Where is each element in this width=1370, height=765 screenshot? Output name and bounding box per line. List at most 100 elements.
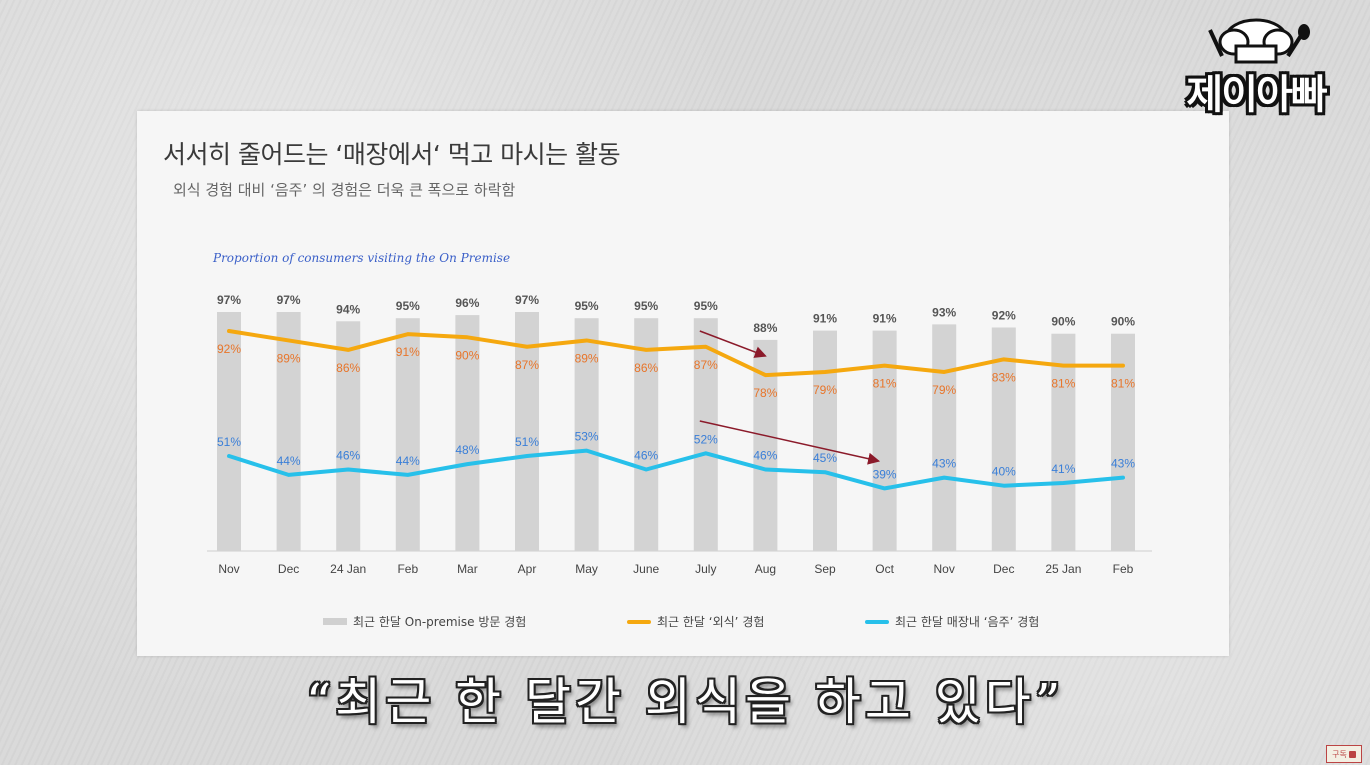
orange-point-label-1: 89% [277,351,301,365]
bar-14 [1051,333,1076,551]
bar-label-11: 91% [873,312,897,326]
subscribe-label: 구독 [1332,749,1347,759]
blue-point-label-13: 40% [992,465,1016,479]
x-tick-label-8: July [695,562,716,576]
blue-point-label-10: 45% [813,451,837,465]
slide-title: 서서히 줄어드는 ‘매장에서‘ 먹고 마시는 활동 [163,140,621,169]
bar-label-1: 97% [277,293,301,307]
x-tick-label-11: Oct [875,562,894,576]
bar-label-13: 92% [992,309,1016,323]
legend-swatch-blue [865,619,889,624]
legend-label-blue: 최근 한달 매장내 ‘음주’ 경험 [895,615,1040,629]
annotation-arrow-1 [699,330,767,358]
orange-point-label-7: 86% [634,361,658,375]
bar-label-8: 95% [694,299,718,313]
blue-point-label-14: 41% [1051,462,1075,476]
bar-label-12: 93% [932,305,956,319]
blue-point-label-5: 51% [515,435,539,449]
orange-point-label-3: 91% [396,345,420,359]
legend-swatch-bar [323,618,347,625]
x-tick-label-10: Sep [814,562,836,576]
bar-label-0: 97% [217,293,241,307]
orange-point-label-2: 86% [336,361,360,375]
blue-point-label-7: 46% [634,449,658,463]
blue-point-label-2: 46% [336,449,360,463]
legend-item-blue: 최근 한달 매장내 ‘음주’ 경험 [865,613,1039,630]
chef-hat-icon [1208,18,1310,64]
series-line-blue [227,448,1125,491]
orange-point-label-0: 92% [217,342,241,356]
subscribe-badge[interactable]: 구독 [1326,745,1362,763]
orange-point-label-5: 87% [515,358,539,372]
x-tick-label-14: 25 Jan [1045,562,1081,576]
orange-point-label-14: 81% [1051,377,1075,391]
x-tick-label-15: Feb [1113,562,1134,576]
bar-label-15: 90% [1111,315,1135,329]
x-tick-label-6: May [575,562,598,576]
combo-chart: 97% Nov 97% Dec 94% 24 Jan 95% Feb 96% Mar 97% Apr 9… [207,293,1152,576]
orange-point-label-4: 90% [455,348,479,362]
bar-13 [991,327,1016,551]
series-line-orange [227,329,1125,378]
bar-label-6: 95% [575,299,599,313]
bar-label-7: 95% [634,299,658,313]
bar-5 [515,312,539,551]
bar-1 [276,312,301,551]
orange-point-label-13: 83% [992,370,1016,384]
channel-logo: 제이아빠 [1170,12,1342,122]
annotation-arrow-2 [699,420,881,465]
bar-3 [395,318,420,551]
blue-point-label-11: 39% [873,467,897,481]
orange-point-label-11: 81% [873,377,897,391]
orange-point-label-8: 87% [694,358,718,372]
bar-10 [813,330,837,551]
bar-15 [1111,333,1135,551]
bar-label-5: 97% [515,293,539,307]
orange-point-label-12: 79% [932,383,956,397]
x-tick-label-12: Nov [934,562,955,576]
bar-0 [217,312,241,551]
x-tick-label-2: 24 Jan [330,562,366,576]
orange-point-label-10: 79% [813,383,837,397]
x-tick-label-13: Dec [993,562,1014,576]
x-tick-label-1: Dec [278,562,299,576]
x-tick-label-7: June [633,562,659,576]
orange-point-label-9: 78% [753,386,777,400]
bar-label-3: 95% [396,299,420,313]
video-caption: “최근 한 달간 외식을 하고 있다” [305,673,1065,731]
slide-subtitle: 외식 경험 대비 ‘음주’ 의 경험은 더욱 큰 폭으로 하락함 [173,181,516,199]
blue-point-label-15: 43% [1111,457,1135,471]
x-tick-label-4: Mar [457,562,478,576]
legend-item-bar: 최근 한달 On-premise 방문 경험 [323,613,526,630]
legend-swatch-orange [627,619,651,624]
orange-point-label-6: 89% [575,351,599,365]
bar-label-9: 88% [753,321,777,335]
blue-point-label-1: 44% [277,454,301,468]
bar-12 [932,324,957,551]
bar-label-14: 90% [1051,315,1075,329]
legend-label-bar: 최근 한달 On-premise 방문 경험 [353,615,527,629]
legend-item-orange: 최근 한달 ‘외식’ 경험 [627,613,764,630]
bar-6 [574,318,599,551]
bar-4 [455,315,480,551]
chart-caption: Proportion of consumers visiting the On … [213,251,511,265]
x-tick-label-5: Apr [518,562,537,576]
x-tick-label-9: Aug [755,562,776,576]
blue-point-label-4: 48% [455,443,479,457]
logo-text: 제이아빠 [1186,72,1327,118]
blue-point-label-0: 51% [217,435,241,449]
bar-7 [634,318,659,551]
bar-label-4: 96% [455,296,479,310]
bar-2 [336,321,361,551]
blue-point-label-3: 44% [396,454,420,468]
x-tick-label-0: Nov [218,562,239,576]
subscribe-icon [1348,750,1356,758]
legend-label-orange: 최근 한달 ‘외식’ 경험 [657,615,765,629]
bar-label-10: 91% [813,312,837,326]
blue-point-label-12: 43% [932,457,956,471]
orange-point-label-15: 81% [1111,377,1135,391]
slide-panel: 서서히 줄어드는 ‘매장에서‘ 먹고 마시는 활동 외식 경험 대비 ‘음주’ … [137,111,1229,656]
blue-point-label-6: 53% [575,430,599,444]
bar-8 [693,318,718,551]
bar-label-2: 94% [336,302,360,316]
